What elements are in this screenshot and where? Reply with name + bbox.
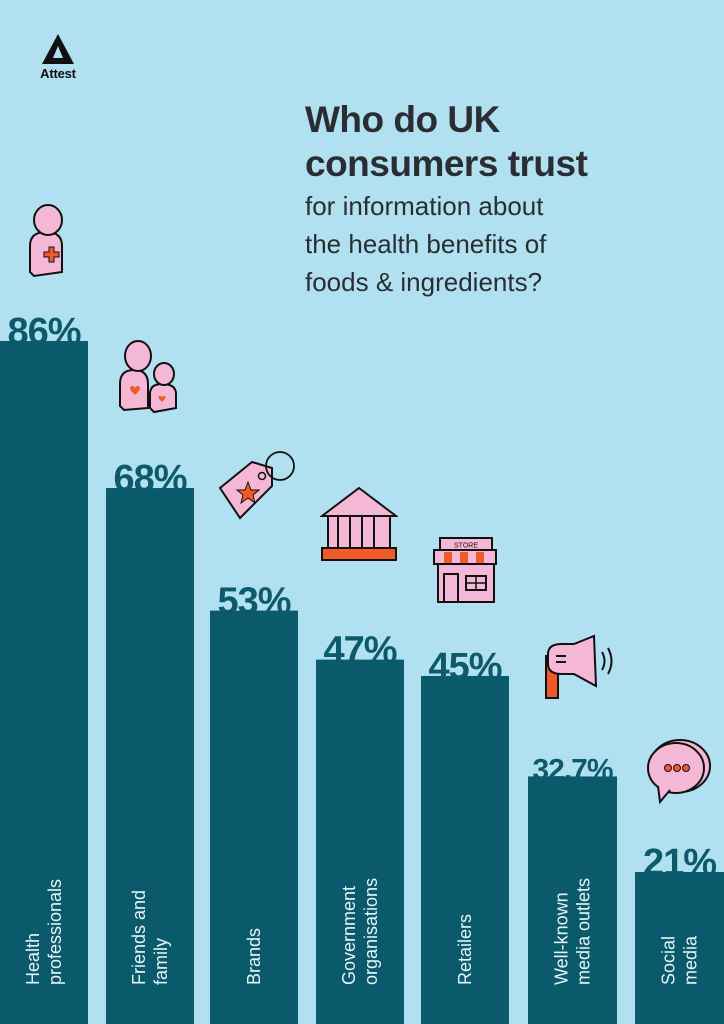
chart-title: Who do UK consumers trust for informatio… (305, 98, 705, 300)
category-label-line: Health (23, 933, 43, 985)
category-label-line: Government (339, 886, 359, 985)
store-sign-text: STORE (454, 543, 478, 550)
category-label: Retailers (455, 914, 475, 985)
category-label: Health professionals (23, 879, 65, 985)
price-tag-icon (218, 451, 295, 520)
government-building-icon (320, 486, 398, 561)
category-label: Social media (659, 935, 701, 985)
megaphone-icon (545, 634, 613, 699)
bar (316, 659, 404, 1024)
family-icon (119, 340, 177, 414)
title-line-2: consumers trust (305, 143, 588, 184)
category-label: Government organisations (339, 878, 381, 985)
category-label-line: family (151, 938, 171, 985)
category-label-line: Social (659, 936, 679, 985)
title-line-1: Who do UK (305, 99, 500, 140)
category-label: Well-known media outlets (552, 878, 594, 985)
bar (0, 340, 88, 1024)
brand-name: Attest (40, 66, 76, 81)
bar (210, 610, 298, 1024)
bar (106, 488, 194, 1024)
speech-bubble-icon (647, 739, 711, 805)
category-label-line: Well-known (552, 892, 572, 985)
brand-logo: Attest (36, 34, 80, 81)
category-label: Friends and family (129, 890, 171, 985)
bar (635, 872, 724, 1024)
health-professional-icon (29, 204, 63, 278)
category-label-line: Retailers (455, 914, 475, 985)
attest-triangle-logo-icon (42, 34, 74, 64)
bar (528, 776, 617, 1024)
bar (421, 675, 509, 1024)
category-label-line: professionals (45, 879, 65, 985)
category-label-line: media (681, 935, 701, 985)
subtitle-line-2: the health benefits of (305, 229, 547, 259)
store-icon: STORE (433, 537, 497, 603)
category-label-line: Brands (244, 928, 264, 985)
category-label-line: organisations (361, 878, 381, 985)
subtitle-line-1: for information about (305, 191, 544, 221)
category-label: Brands (244, 928, 264, 985)
category-label-line: Friends and (129, 890, 149, 985)
category-label-line: media outlets (574, 878, 594, 985)
subtitle-line-3: foods & ingredients? (305, 267, 543, 297)
